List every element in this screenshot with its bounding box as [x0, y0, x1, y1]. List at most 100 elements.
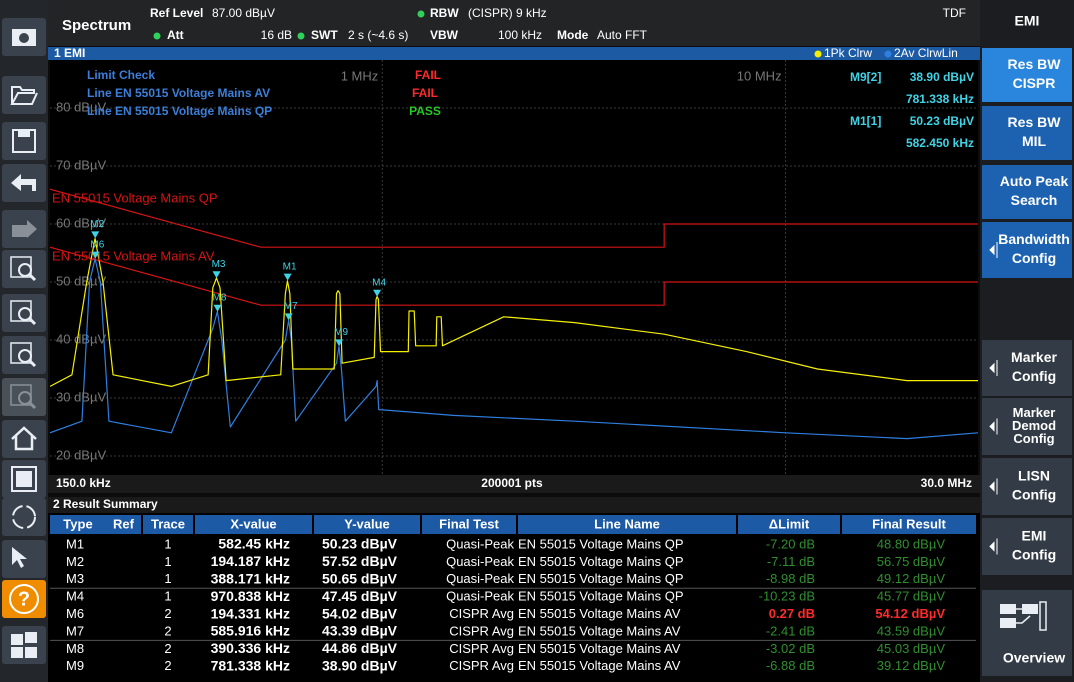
- toolbar-button[interactable]: [2, 626, 46, 664]
- x-tick-label: 10 MHz: [737, 68, 782, 83]
- softkey-label: Overview: [1003, 650, 1065, 666]
- toolbar-button[interactable]: [2, 294, 46, 332]
- table-cell: CISPR Avg: [449, 623, 514, 638]
- column-header-label: Final Result: [872, 516, 946, 531]
- table-cell: 781.338 kHz: [211, 658, 290, 674]
- table-cell: M2: [66, 554, 84, 569]
- softkey-label: Config: [1012, 487, 1056, 503]
- softkey[interactable]: [982, 48, 1072, 102]
- column-header-label: ΔLimit: [769, 516, 810, 531]
- softkey-label: EMI: [1022, 528, 1047, 544]
- softkey-label: CISPR: [1013, 75, 1056, 91]
- marker: [284, 313, 293, 321]
- table-cell: 194.331 kHz: [211, 605, 290, 621]
- column-header: [195, 515, 312, 534]
- softkey-label: Config: [1013, 431, 1054, 446]
- table-cell: 57.52 dBµV: [322, 553, 398, 569]
- softkey-label: Res BW: [1008, 114, 1062, 130]
- marker: [283, 273, 292, 281]
- limit-line: [50, 246, 978, 306]
- table-cell: Quasi-Peak: [446, 589, 514, 604]
- table-cell: EN 55015 Voltage Mains QP: [518, 589, 684, 604]
- swt-label: SWT: [311, 28, 338, 42]
- marker-label: M1: [283, 261, 297, 272]
- marker: [213, 304, 222, 312]
- marker: [335, 339, 344, 347]
- table-cell: M7: [66, 623, 84, 638]
- table-cell: M6: [66, 606, 84, 621]
- toolbar-button[interactable]: [2, 250, 46, 288]
- table-cell: 970.838 kHz: [211, 588, 290, 604]
- table-cell: 2: [164, 641, 171, 656]
- window-title: 1 EMI: [54, 46, 85, 60]
- softkey-label: Config: [1012, 368, 1056, 384]
- table-cell: -6.88 dB: [766, 658, 815, 673]
- table-cell: 194.187 kHz: [211, 553, 290, 569]
- toolbar-button[interactable]: [2, 122, 46, 160]
- rbw: (CISPR) 9 kHz: [468, 6, 547, 20]
- table-cell: 2: [164, 606, 171, 621]
- table-cell: EN 55015 Voltage Mains QP: [518, 536, 684, 551]
- column-header: [314, 515, 420, 534]
- icon: [18, 349, 32, 363]
- softkey-label: Marker: [1011, 349, 1057, 365]
- marker-label: M7: [284, 301, 298, 312]
- column-header-label: X-value: [230, 516, 276, 531]
- table-cell: 50.65 dBµV: [322, 571, 398, 587]
- readout-label: M9[2]: [850, 70, 881, 84]
- icon: [12, 547, 27, 568]
- mode: Auto FFT: [597, 28, 648, 42]
- toolbar-button[interactable]: [2, 76, 46, 114]
- column-header-label: Final Test: [439, 516, 499, 531]
- att: 16 dB: [261, 28, 292, 42]
- legend-label: 2Av ClrwLin: [894, 46, 958, 60]
- marker: [373, 289, 382, 297]
- limit-line: [50, 188, 978, 248]
- readout-label: M1[1]: [850, 114, 881, 128]
- column-header-label: Trace: [151, 516, 185, 531]
- softkey-label: Search: [1011, 192, 1058, 208]
- toolbar-button[interactable]: [2, 498, 46, 536]
- toolbar-button[interactable]: [2, 336, 46, 374]
- table-cell: 38.90 dBµV: [322, 658, 398, 674]
- window-bar: [48, 47, 980, 60]
- marker-label: M3: [212, 259, 226, 270]
- icon: [11, 634, 23, 645]
- table-cell: M9: [66, 658, 84, 673]
- column-header: [50, 515, 106, 534]
- ref-level-label: Ref Level: [150, 6, 203, 20]
- table-cell: 582.45 kHz: [218, 536, 290, 552]
- icon: [11, 647, 23, 658]
- y-tick-label: 80 dBµV: [56, 99, 106, 114]
- table-cell: EN 55015 Voltage Mains AV: [518, 641, 681, 656]
- table-cell: Quasi-Peak: [446, 536, 514, 551]
- limit-check-line-result: FAIL: [412, 86, 438, 100]
- trace: [50, 237, 978, 387]
- toolbar-button[interactable]: [2, 420, 46, 458]
- status-dot: [297, 32, 305, 40]
- result-title-bar: [48, 497, 980, 513]
- table-cell: -3.02 dB: [766, 641, 815, 656]
- icon: [19, 33, 29, 43]
- x-tick-label: 1 MHz: [341, 68, 379, 83]
- table-cell: -7.20 dB: [766, 536, 815, 551]
- table-cell: 43.39 dBµV: [322, 623, 398, 639]
- toolbar-button[interactable]: [2, 378, 46, 416]
- legend-swatch: [814, 50, 822, 58]
- table-cell: -7.11 dB: [767, 554, 815, 569]
- softkey-title: EMI: [1015, 13, 1040, 29]
- marker-label: M8: [213, 292, 227, 303]
- table-cell: 2: [164, 658, 171, 673]
- table-cell: 50.23 dBµV: [322, 536, 398, 552]
- table-cell: 56.75 dBµV: [877, 554, 946, 569]
- softkey[interactable]: [982, 106, 1072, 160]
- table-cell: 49.12 dBµV: [877, 571, 946, 586]
- submenu-indicator: [989, 418, 998, 435]
- table-cell: CISPR Avg: [449, 658, 514, 673]
- softkey[interactable]: [982, 165, 1072, 219]
- limit-check-line-result: PASS: [409, 104, 441, 118]
- marker-label: M4: [372, 277, 386, 288]
- column-header: [842, 515, 976, 534]
- table-cell: EN 55015 Voltage Mains QP: [518, 571, 684, 586]
- limit-check-line: Line EN 55015 Voltage Mains AV: [87, 86, 270, 100]
